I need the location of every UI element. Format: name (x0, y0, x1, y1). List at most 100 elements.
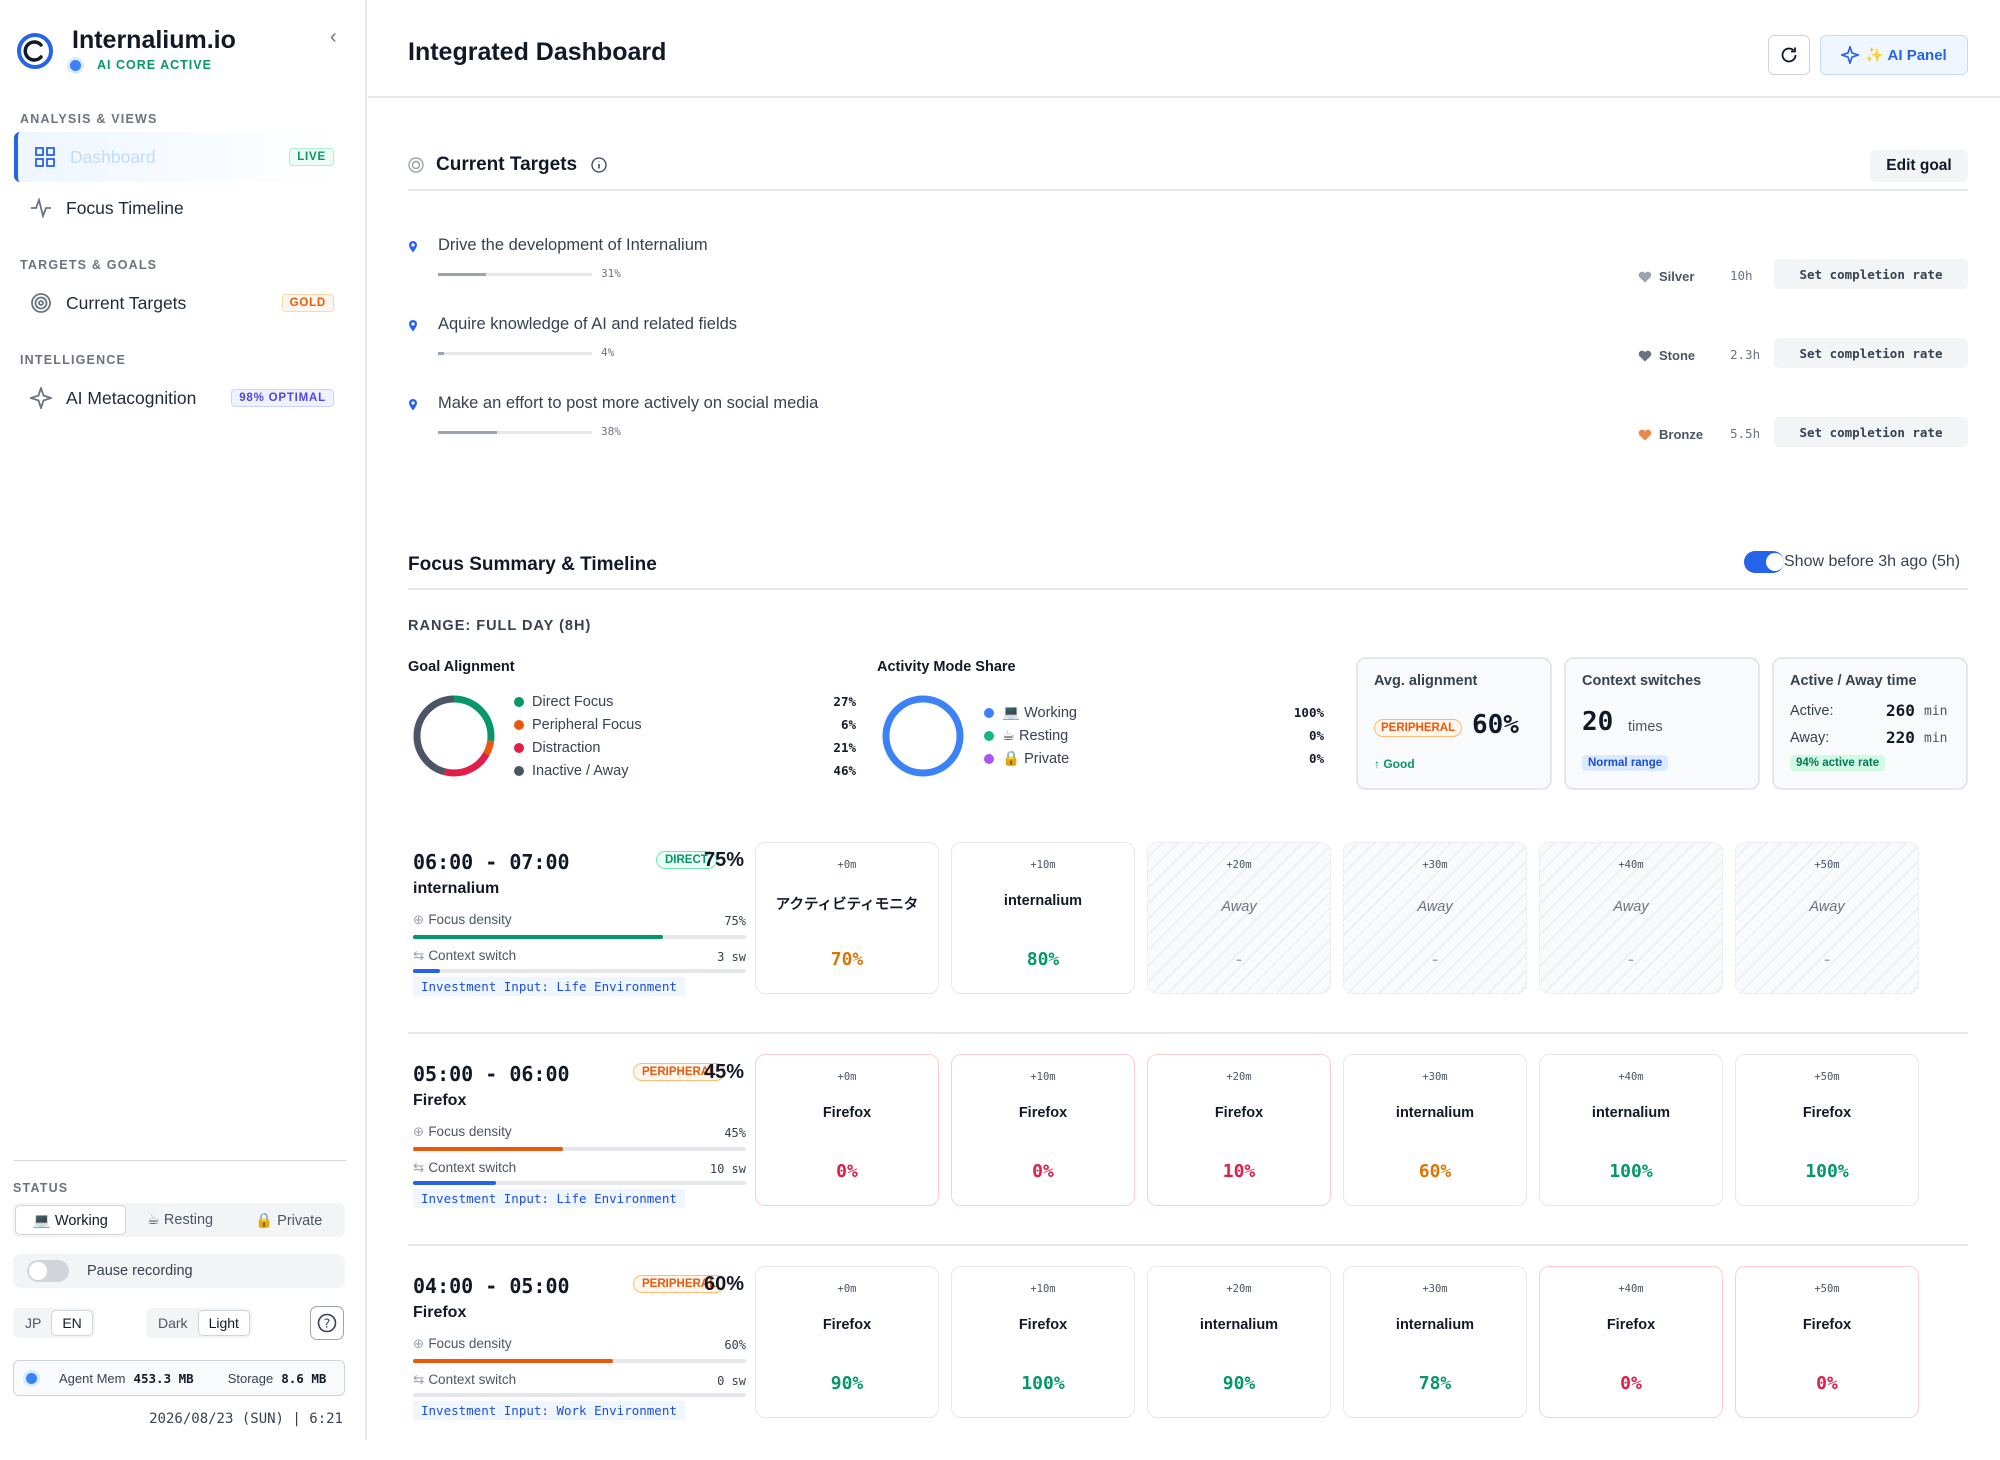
pause-recording-toggle[interactable] (27, 1260, 69, 1282)
pause-recording-row[interactable]: Pause recording (13, 1254, 345, 1288)
context-switches-card: Context switches 20 times Normal range (1564, 657, 1760, 790)
legend-label: Distraction (532, 739, 601, 756)
cell-offset: +40m (1618, 1283, 1644, 1295)
refresh-icon (1781, 47, 1797, 63)
status-private-option[interactable]: 🔒 Private (255, 1212, 323, 1229)
timeline-cell[interactable]: +0m Firefox 90% (755, 1266, 939, 1418)
goal-progress-fill (438, 273, 486, 276)
card-title: Avg. alignment (1374, 673, 1478, 689)
sparkle-icon (1841, 46, 1860, 64)
cell-offset: +30m (1422, 1071, 1448, 1083)
context-switch-text: Context switch (428, 948, 517, 963)
ai-panel-button[interactable]: ✨ AI Panel (1820, 35, 1968, 75)
goal-text: Drive the development of Internalium (438, 236, 708, 254)
show-history-toggle-row[interactable]: Show before 3h ago (5h) (1744, 551, 1960, 573)
context-switch-label: ⇆ Context switch (413, 1372, 516, 1388)
sidebar-item-label: AI Metacognition (66, 387, 197, 408)
focus-density-fill (413, 1359, 613, 1363)
timeline-cell[interactable]: +20m internalium 90% (1147, 1266, 1331, 1418)
edit-goal-button[interactable]: Edit goal (1870, 150, 1968, 182)
timeline-cell[interactable]: +50m Firefox 100% (1735, 1054, 1919, 1206)
show-history-toggle[interactable] (1744, 551, 1784, 573)
status-working-option[interactable]: 💻 Working (15, 1205, 126, 1235)
sidebar-item-current-targets[interactable]: Current Targets GOLD (14, 278, 346, 328)
header: Integrated Dashboard ✨ AI Panel (368, 0, 2000, 98)
timeline-cell[interactable]: +50m Firefox 0% (1735, 1266, 1919, 1418)
legend-label: Peripheral Focus (532, 716, 642, 733)
divider (14, 1160, 346, 1161)
goal-progress-fill (438, 431, 497, 434)
timeline-cell[interactable]: +30m internalium 60% (1343, 1054, 1527, 1206)
block-app-name: internalium (413, 880, 500, 897)
legend-item: Distraction 21% (514, 736, 856, 759)
lang-jp-option[interactable]: JP (25, 1315, 42, 1331)
cell-app-name: Firefox (822, 1105, 872, 1121)
sparkle-icon (30, 387, 52, 409)
timeline-cell[interactable]: +10m Firefox 0% (951, 1054, 1135, 1206)
set-completion-rate-button[interactable]: Set completion rate (1774, 417, 1968, 447)
block-alignment-pct: 75% (704, 849, 745, 871)
goal-progress-pct: 31% (601, 267, 621, 280)
focus-density-text: Focus density (428, 1336, 512, 1351)
lang-en-option[interactable]: EN (51, 1310, 93, 1336)
timeline-cell[interactable]: +10m Firefox 100% (951, 1266, 1135, 1418)
cell-app-name: Firefox (822, 1317, 872, 1333)
focus-density-text: Focus density (428, 912, 512, 927)
refresh-button[interactable] (1768, 35, 1810, 75)
set-completion-rate-button[interactable]: Set completion rate (1774, 338, 1968, 368)
goal-progress-bar (438, 431, 592, 434)
theme-dark-option[interactable]: Dark (158, 1315, 188, 1331)
info-icon[interactable] (591, 157, 607, 173)
datetime: 2026/08/23 (SUN) | 6:21 (149, 1411, 343, 1427)
pin-icon (408, 240, 418, 258)
cell-offset: +0m (837, 1283, 857, 1295)
context-switch-value: 0 sw (717, 1374, 746, 1388)
timeline-cell[interactable]: +30m Away - (1343, 842, 1527, 994)
optimal-badge: 98% OPTIMAL (231, 389, 334, 407)
goal-alignment-title: Goal Alignment (408, 659, 515, 675)
goal-hours: 5.5h (1730, 426, 1761, 441)
context-switch-bar (413, 969, 746, 973)
sidebar-item-ai-metacognition[interactable]: AI Metacognition 98% OPTIMAL (14, 373, 346, 423)
legend-label: 🔒 Private (1002, 751, 1070, 767)
help-button[interactable]: ? (310, 1306, 344, 1340)
collapse-sidebar-button[interactable]: ‹ (330, 26, 337, 48)
active-away-card: Active / Away time Active: 260 min Away:… (1772, 657, 1968, 790)
active-unit: min (1924, 704, 1948, 719)
gold-badge: GOLD (281, 294, 334, 312)
timeline-cell[interactable]: +0m Firefox 0% (755, 1054, 939, 1206)
context-switch-bar (413, 1393, 746, 1397)
status-resting-option[interactable]: ☕ Resting (146, 1212, 214, 1228)
cell-offset: +20m (1226, 1283, 1252, 1295)
timeline-cell[interactable]: +10m internalium 80% (951, 842, 1135, 994)
timeline-cell[interactable]: +40m Firefox 0% (1539, 1266, 1723, 1418)
timeline-cell[interactable]: +40m Away - (1539, 842, 1723, 994)
timeline-cell[interactable]: +40m internalium 100% (1539, 1054, 1723, 1206)
legend-item: Inactive / Away 46% (514, 759, 856, 782)
rank-heart-icon (1638, 428, 1652, 446)
logo-icon (17, 33, 53, 69)
legend-dot (984, 730, 994, 741)
cell-offset: +20m (1226, 859, 1252, 871)
timeline-cell[interactable]: +0m アクティビティモニタ 70% (755, 842, 939, 994)
legend-value: 46% (833, 763, 856, 778)
investment-input-tag[interactable]: Investment Input: Life Environment (413, 1189, 685, 1208)
legend-label: Inactive / Away (532, 762, 629, 779)
theme-light-option[interactable]: Light (197, 1310, 250, 1336)
investment-input-tag[interactable]: Investment Input: Life Environment (413, 977, 685, 996)
sidebar-item-focus-timeline[interactable]: Focus Timeline (14, 183, 346, 233)
cell-app-name: internalium (1395, 1105, 1475, 1121)
investment-input-tag[interactable]: Investment Input: Work Environment (413, 1401, 685, 1420)
set-completion-rate-button[interactable]: Set completion rate (1774, 259, 1968, 289)
timeline-cell[interactable]: +30m internalium 78% (1343, 1266, 1527, 1418)
cell-alignment-pct: 70% (830, 949, 864, 970)
cell-app-name: アクティビティモニタ (775, 897, 919, 913)
sidebar-item-dashboard[interactable]: Dashboard LIVE (14, 132, 346, 182)
context-switch-text: Context switch (428, 1372, 517, 1387)
legend-dot (514, 765, 524, 776)
cell-offset: +0m (837, 1071, 857, 1083)
timeline-cell[interactable]: +50m Away - (1735, 842, 1919, 994)
timeline-cell[interactable]: +20m Away - (1147, 842, 1331, 994)
cell-app-name: Firefox (1802, 1317, 1852, 1333)
timeline-cell[interactable]: +20m Firefox 10% (1147, 1054, 1331, 1206)
